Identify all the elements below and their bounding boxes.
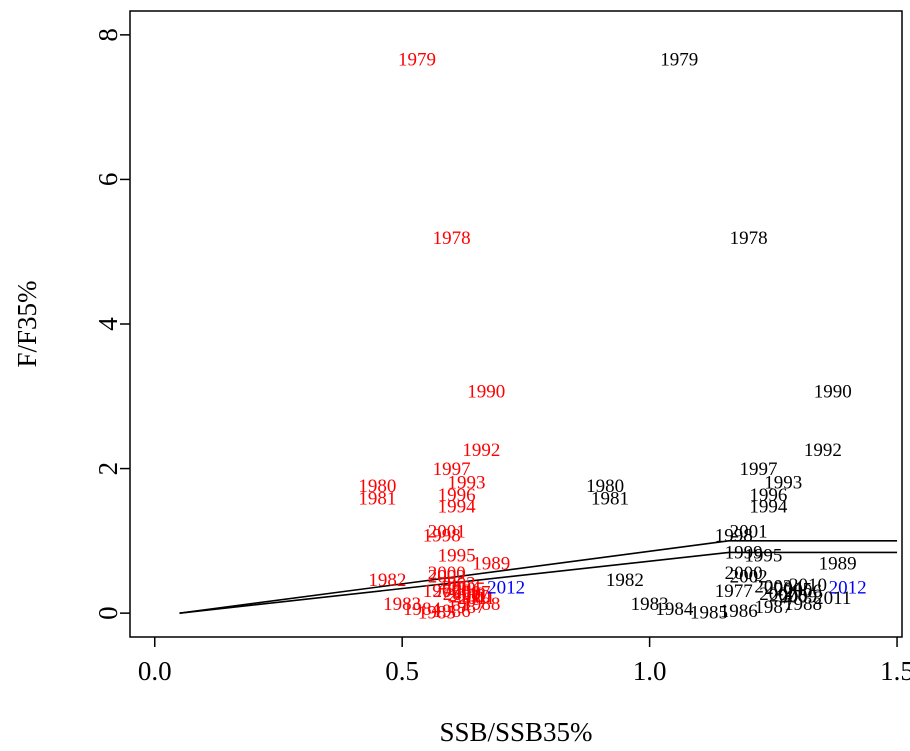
point-label: 1996 [438,485,476,506]
point-label: 1980 [358,476,396,497]
point-label: 1985 [690,603,728,624]
point-label: 2004 [764,578,803,599]
y-tick-label: 4 [93,317,123,331]
point-label: 1989 [472,553,510,574]
y-tick-label: 0 [93,606,123,620]
y-axis-title: F/F35% [12,280,42,367]
point-label: 2010 [789,575,827,596]
point-label: 1984 [403,599,442,620]
point-label: 1987 [448,597,486,618]
point-label: 1997 [433,459,471,480]
x-tick-label: 0.5 [385,656,419,686]
point-label: 2011 [814,588,851,609]
point-label: 2005 [774,580,812,601]
point-label: 2002 [730,567,768,588]
point-label: 2008 [769,585,807,606]
point-label: 2003 [754,577,792,598]
point-label: 1995 [744,546,782,567]
point-label: 1983 [383,594,421,615]
point-label: 1995 [438,546,476,567]
x-tick-label: 1.0 [633,656,667,686]
point-label: 1990 [814,381,852,402]
point-label: 1993 [764,473,802,494]
point-label: 2005 [448,579,486,600]
point-label: 2007 [452,582,490,603]
point-label: 1982 [606,570,644,591]
point-label: 1986 [720,601,758,622]
point-label: 1982 [368,570,406,591]
point-label: 1993 [448,473,486,494]
point-label: 1988 [784,594,822,615]
point-label: 1998 [715,525,753,546]
point-label: 1979 [660,50,698,71]
point-label: 1990 [467,381,505,402]
x-tick-label: 0.0 [138,656,172,686]
y-axis: 0 2 4 6 8 [93,28,130,620]
point-label: 1977 [715,581,753,602]
point-label: 2003 [438,574,476,595]
point-label: 1987 [754,597,792,618]
point-label: 1994 [749,496,788,517]
point-label: 1980 [586,476,624,497]
point-label: 2006 [784,581,822,602]
point-label: 2001 [730,522,768,543]
x-axis: 0.0 0.5 1.0 1.5 [138,637,910,686]
x-tick-label: 1.5 [880,656,910,686]
point-label: 1999 [725,543,763,564]
y-tick-label: 8 [93,28,123,42]
point-label: 2000 [725,563,763,584]
point-label: 1988 [462,594,500,615]
reference-lines [179,540,898,614]
y-tick-label: 2 [93,462,123,476]
point-label: 1992 [804,440,842,461]
point-label: 2007 [759,584,797,605]
point-label: 2009 [779,587,817,608]
point-label: 1984 [655,599,694,620]
point-label: 2011 [458,588,495,609]
point-label: 1994 [438,496,477,517]
point-label: 1978 [433,228,471,249]
point-label: 1978 [730,228,768,249]
point-label: 1997 [739,459,777,480]
point-label: 1998 [423,525,461,546]
point-label: 1981 [591,488,629,509]
point-label: 2001 [428,522,466,543]
point-label: 2010 [452,587,490,608]
x-axis-title: SSB/SSB35% [439,717,592,747]
point-label: 1983 [631,594,669,615]
point-label: 1981 [358,488,396,509]
point-label: 1992 [462,440,500,461]
point-label: 1989 [819,553,857,574]
reference-line-2 [179,551,898,614]
point-label: 1977 [423,581,461,602]
point-label: 1985 [418,603,456,624]
point-label: 2012 [487,577,525,598]
point-label: 2006 [433,581,471,602]
point-label: 1979 [398,50,436,71]
point-label: 1996 [749,485,787,506]
point-label: 2009 [448,585,486,606]
y-tick-label: 6 [93,173,123,187]
point-label: 2004 [443,577,482,598]
point-label: 2008 [443,584,481,605]
point-label: 2002 [428,567,466,588]
reference-line-1 [179,540,898,614]
point-label: 1986 [433,601,471,622]
point-label: 2000 [428,563,466,584]
point-label: 2012 [829,577,867,598]
